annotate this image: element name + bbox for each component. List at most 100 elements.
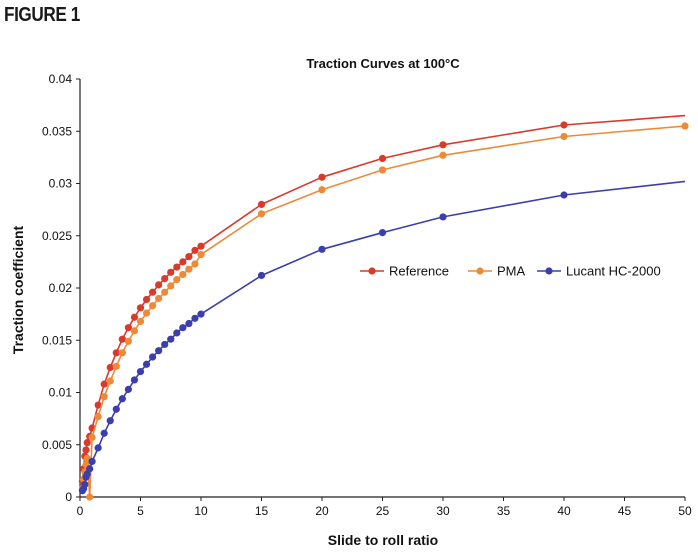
legend-swatch-marker: [368, 267, 376, 275]
data-point: [149, 353, 157, 361]
data-point: [167, 335, 175, 343]
x-tick-label: 0: [77, 504, 84, 518]
data-point: [124, 337, 132, 345]
figure-label: FIGURE 1: [4, 4, 80, 26]
data-point: [142, 309, 151, 317]
legend-item: Reference: [360, 264, 449, 279]
x-tick-label: 10: [194, 504, 208, 518]
data-point: [257, 271, 266, 280]
data-point: [106, 377, 114, 385]
data-point: [124, 324, 132, 332]
data-point: [136, 368, 145, 376]
y-axis-label: Traction coefficient: [10, 225, 26, 354]
data-point: [112, 405, 120, 413]
x-tick-label: 50: [678, 504, 692, 518]
data-point: [155, 281, 163, 289]
data-point: [94, 401, 102, 409]
y-tick-label: 0.04: [49, 72, 73, 86]
data-point: [560, 191, 568, 199]
data-point: [83, 439, 91, 447]
data-point: [149, 288, 157, 296]
data-point: [106, 417, 114, 425]
data-point: [185, 253, 193, 261]
data-point: [94, 444, 102, 452]
data-point: [318, 245, 326, 253]
x-tick-label: 20: [315, 504, 329, 518]
data-point: [378, 154, 387, 163]
data-point: [155, 294, 163, 303]
x-tick-label: 15: [255, 504, 269, 518]
legend-swatch-marker: [545, 267, 553, 275]
data-point: [86, 465, 94, 473]
data-point: [82, 446, 90, 454]
data-point: [149, 302, 157, 310]
data-point: [173, 276, 181, 284]
data-point: [560, 121, 568, 129]
x-tick-label: 5: [137, 504, 144, 518]
data-point: [100, 380, 108, 388]
data-point: [142, 295, 151, 304]
y-tick-label: 0.03: [49, 177, 73, 191]
data-point: [179, 258, 187, 266]
data-point: [142, 360, 151, 368]
data-point: [136, 304, 145, 312]
data-point: [86, 493, 94, 501]
data-point: [185, 319, 193, 328]
data-point: [191, 246, 199, 254]
data-point: [318, 186, 326, 194]
x-tick-label: 45: [618, 504, 632, 518]
data-point: [81, 480, 89, 489]
data-point: [197, 250, 205, 259]
data-point: [681, 122, 689, 130]
series-group: [78, 180, 686, 495]
x-tick-label: 40: [557, 504, 571, 518]
data-point: [179, 270, 187, 279]
y-tick-label: 0.035: [42, 124, 72, 138]
data-point: [167, 268, 175, 276]
data-point: [112, 362, 120, 370]
data-point: [100, 429, 108, 437]
data-point: [191, 260, 199, 268]
series-group: [78, 122, 689, 501]
y-tick-label: 0.025: [42, 229, 72, 243]
data-point: [124, 385, 132, 393]
data-point: [94, 412, 102, 421]
x-tick-label: 35: [497, 504, 511, 518]
data-point: [112, 349, 120, 357]
series-line: [81, 125, 686, 498]
y-tick-label: 0.005: [42, 438, 72, 452]
x-tick-label: 25: [376, 504, 390, 518]
data-point: [136, 317, 145, 326]
data-point: [439, 141, 447, 149]
data-point: [439, 151, 447, 159]
chart-title: Traction Curves at 100°C: [306, 56, 460, 71]
data-point: [130, 327, 139, 335]
y-tick-label: 0: [65, 490, 72, 504]
data-point: [130, 376, 139, 384]
series-line: [81, 180, 686, 492]
y-tick-label: 0.02: [49, 281, 73, 295]
data-point: [88, 433, 96, 442]
data-point: [167, 282, 175, 290]
data-point: [161, 340, 169, 349]
x-axis-label: Slide to roll ratio: [328, 532, 438, 548]
legend-label: Lucant HC-2000: [566, 264, 661, 279]
data-point: [161, 274, 169, 283]
legend: Reference PMA Lucant HC-2000: [360, 264, 661, 279]
legend-item: PMA: [468, 264, 526, 279]
data-point: [106, 363, 114, 372]
data-point: [378, 229, 387, 237]
data-point: [118, 395, 126, 403]
data-point: [318, 173, 326, 181]
data-point: [439, 213, 447, 221]
data-point: [88, 457, 96, 466]
data-point: [155, 347, 163, 355]
y-tick-label: 0.01: [49, 386, 73, 400]
data-point: [118, 349, 126, 357]
series-layer: [78, 114, 689, 501]
x-ticks: 0 5 10 15 20 25 30 35 40 45 50: [77, 497, 692, 518]
data-point: [560, 132, 568, 141]
y-ticks: 0 0.005 0.01 0.015 0.02 0.025 0.03 0.035 0.04: [42, 72, 80, 504]
data-point: [197, 310, 205, 318]
